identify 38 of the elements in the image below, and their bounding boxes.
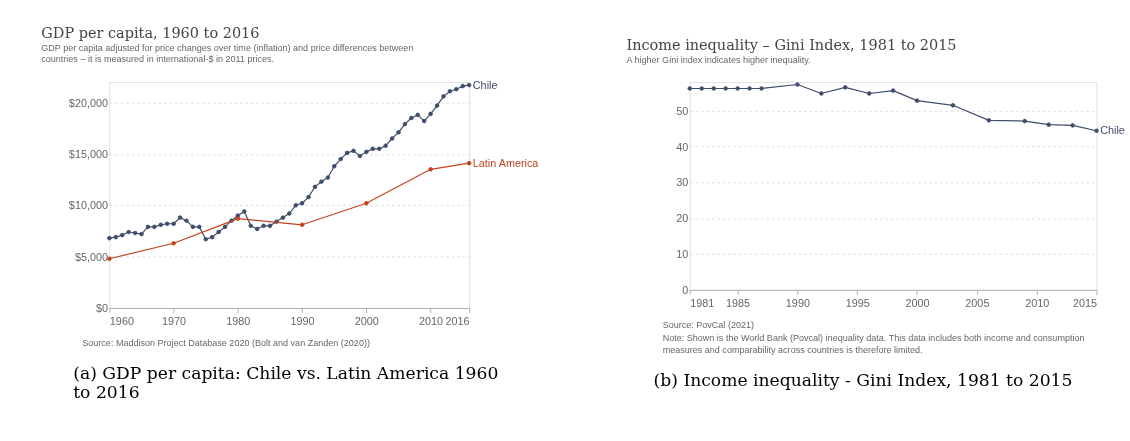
source-note: Source: PovCal (2021) [662, 319, 755, 330]
y-tick-label: $20,000 [68, 96, 109, 109]
series-label: Chile [472, 78, 498, 91]
y-tick-label: 20 [676, 212, 689, 225]
chart-subtitle: A higher Gini index indicates higher inequality. [626, 54, 811, 65]
y-tick-label: 40 [676, 140, 689, 153]
chart-subtitle: GDP per capita adjusted for price changes over time (inflation) and price differences between countries – it is measured in international-$ in 2011 prices. [41, 42, 414, 64]
y-tick-label: 10 [676, 248, 689, 261]
y-tick-label: 50 [676, 104, 689, 117]
series-label: Chile [1100, 124, 1125, 137]
y-tick-label: 30 [676, 176, 689, 189]
x-tick-label: 2016 [445, 314, 470, 327]
y-tick-label: 0 [682, 284, 689, 296]
x-tick-label: 1985 [726, 296, 751, 309]
text: Note: Shown is the World Bank (Povcal) inequality data. This data includes both income and consumption measures and comparability across countries is therefore limited. [662, 333, 1085, 356]
x-tick-label: 2000 [354, 314, 379, 327]
y-tick-label: $0 [95, 302, 109, 315]
text: (a) GDP per capita: Chile vs. Latin America 1960 to 2016 [73, 362, 499, 403]
x-tick-label: 1990 [785, 296, 810, 309]
series-label: Latin America [472, 156, 540, 169]
x-tick-label: 2015 [1072, 296, 1097, 309]
chart-title: GDP per capita, 1960 to 2016 [41, 25, 260, 42]
y-tick-label: $15,000 [68, 147, 109, 160]
x-tick-label: 1981 [690, 296, 715, 309]
x-tick-label: 1960 [109, 314, 134, 327]
x-tick-label: 1995 [845, 296, 870, 309]
x-tick-label: 2005 [965, 296, 990, 309]
y-tick-label: $10,000 [68, 199, 109, 212]
text: (b) Income inequality - Gini Index, 1981 to 2015 [653, 369, 1073, 390]
x-tick-label: 1990 [290, 314, 315, 327]
x-tick-label: 1970 [162, 314, 187, 327]
x-tick-label: 2000 [905, 296, 930, 309]
chart-title: Income inequality – Gini Index, 1981 to 2015 [626, 37, 957, 54]
y-tick-label: $5,000 [74, 250, 109, 263]
source-note: Source: Maddison Project Database 2020 (Bolt and van Zanden (2020)) [82, 337, 370, 348]
x-tick-label: 2010 [1025, 296, 1050, 309]
x-tick-label: 1980 [226, 314, 251, 327]
x-tick-label: 2010 [419, 314, 444, 327]
